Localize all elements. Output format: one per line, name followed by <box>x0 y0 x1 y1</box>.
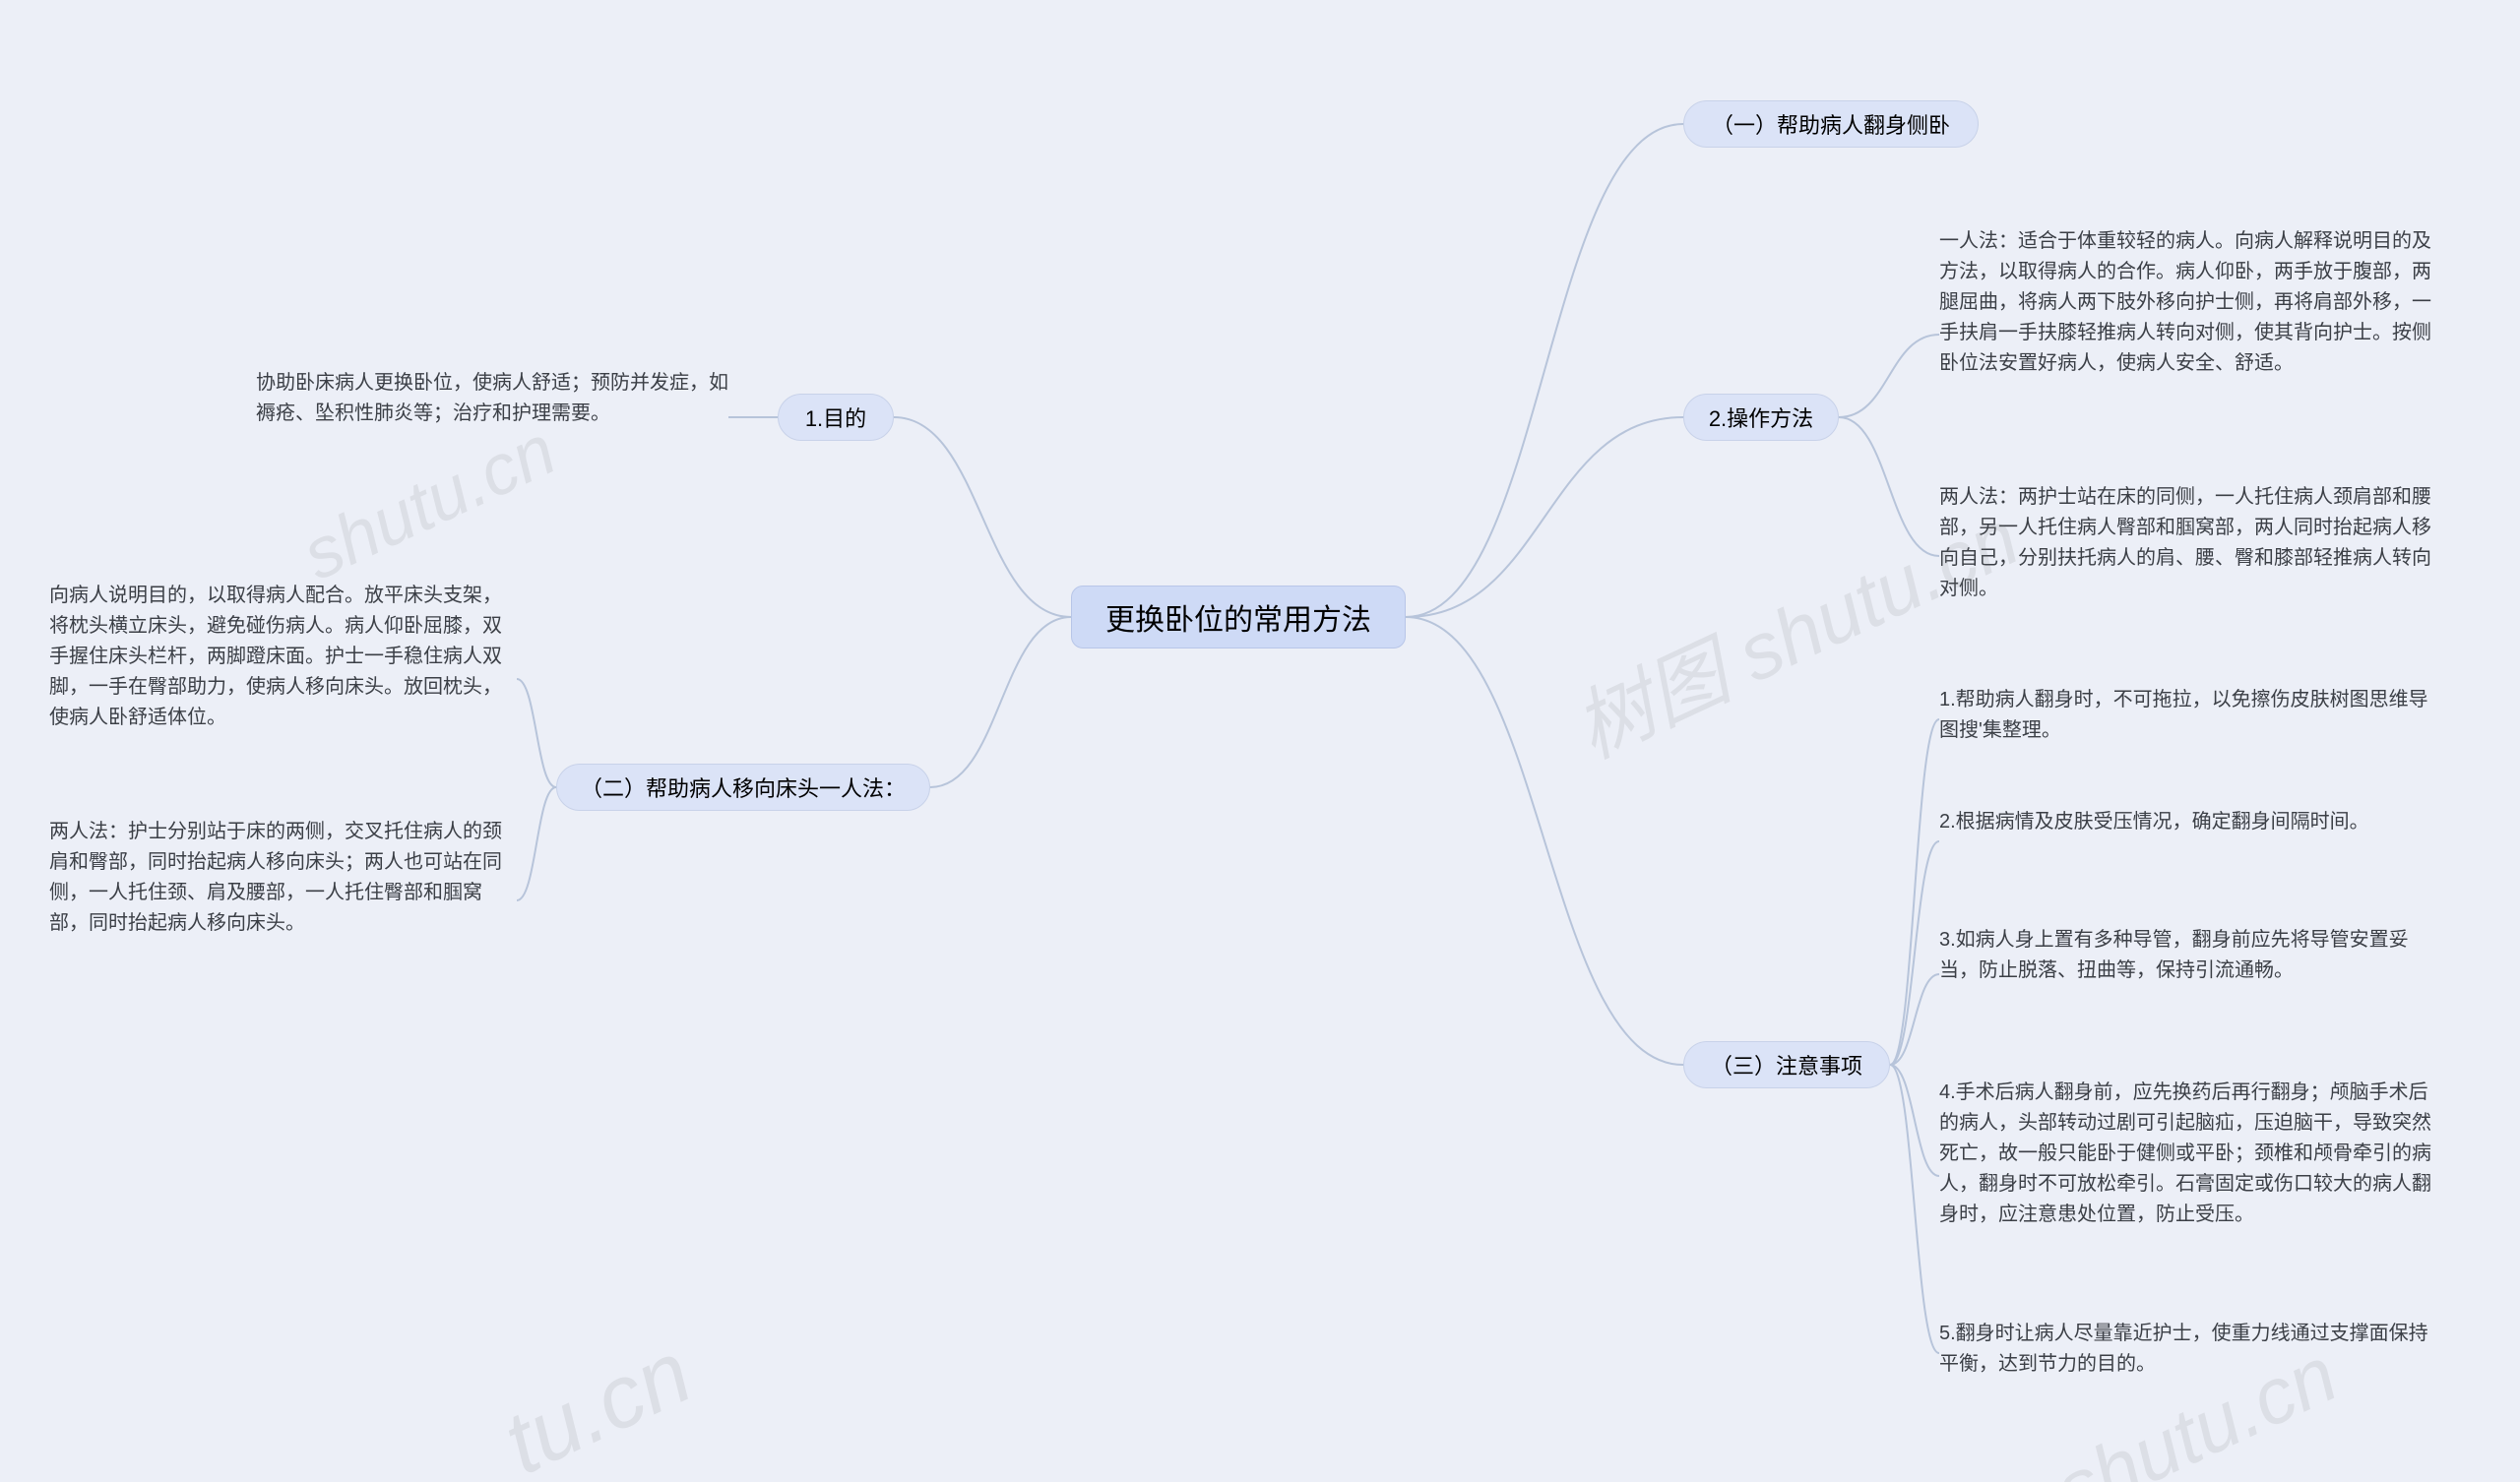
root-label: 更换卧位的常用方法 <box>1105 595 1371 639</box>
branch-label: 1.目的 <box>805 401 866 433</box>
leaf-node: 2.根据病情及皮肤受压情况，确定翻身间隔时间。 <box>1939 807 2431 876</box>
branch-label: 2.操作方法 <box>1709 401 1813 433</box>
leaf-text: 两人法：两护士站在床的同侧，一人托住病人颈肩部和腰部，另一人托住病人臀部和腘窝部… <box>1939 482 2431 604</box>
leaf-text: 向病人说明目的，以取得病人配合。放平床头支架，将枕头横立床头，避免碰伤病人。病人… <box>49 581 517 733</box>
branch-node: 2.操作方法 <box>1683 394 1839 441</box>
leaf-text: 4.手术后病人翻身前，应先换药后再行翻身；颅脑手术后的病人，头部转动过剧可引起脑… <box>1939 1078 2431 1230</box>
branch-label: （三）注意事项 <box>1711 1049 1862 1081</box>
leaf-text: 5.翻身时让病人尽量靠近护士，使重力线通过支撑面保持平衡，达到节力的目的。 <box>1939 1319 2431 1380</box>
branch-label: （二）帮助病人移向床头一人法： <box>581 772 906 803</box>
leaf-node: 1.帮助病人翻身时，不可拖拉，以免擦伤皮肤树图思维导图搜'集整理。 <box>1939 685 2431 754</box>
leaf-text: 3.如病人身上置有多种导管，翻身前应先将导管安置妥当，防止脱落、扭曲等，保持引流… <box>1939 925 2431 986</box>
branch-node: （一）帮助病人翻身侧卧 <box>1683 100 1979 148</box>
leaf-node: 向病人说明目的，以取得病人配合。放平床头支架，将枕头横立床头，避免碰伤病人。病人… <box>49 581 517 777</box>
root-node: 更换卧位的常用方法 <box>1071 586 1406 648</box>
branch-node: （三）注意事项 <box>1683 1041 1890 1088</box>
leaf-text: 一人法：适合于体重较轻的病人。向病人解释说明目的及方法，以取得病人的合作。病人仰… <box>1939 226 2431 379</box>
leaf-node: 4.手术后病人翻身前，应先换药后再行翻身；颅脑手术后的病人，头部转动过剧可引起脑… <box>1939 1078 2431 1274</box>
leaf-node: 协助卧床病人更换卧位，使病人舒适；预防并发症，如褥疮、坠积性肺炎等；治疗和护理需… <box>256 368 728 466</box>
branch-node: 1.目的 <box>778 394 894 441</box>
watermark: tu.cn <box>489 1323 706 1482</box>
leaf-node: 一人法：适合于体重较轻的病人。向病人解释说明目的及方法，以取得病人的合作。病人仰… <box>1939 226 2431 443</box>
branch-node: （二）帮助病人移向床头一人法： <box>556 764 930 811</box>
leaf-text: 两人法：护士分别站于床的两侧，交叉托住病人的颈肩和臀部，同时抬起病人移向床头；两… <box>49 817 517 939</box>
leaf-node: 两人法：护士分别站于床的两侧，交叉托住病人的颈肩和臀部，同时抬起病人移向床头；两… <box>49 817 517 984</box>
leaf-node: 两人法：两护士站在床的同侧，一人托住病人颈肩部和腰部，另一人托住病人臀部和腘窝部… <box>1939 482 2431 630</box>
leaf-text: 2.根据病情及皮肤受压情况，确定翻身间隔时间。 <box>1939 807 2369 837</box>
leaf-node: 5.翻身时让病人尽量靠近护士，使重力线通过支撑面保持平衡，达到节力的目的。 <box>1939 1319 2431 1388</box>
leaf-node: 3.如病人身上置有多种导管，翻身前应先将导管安置妥当，防止脱落、扭曲等，保持引流… <box>1939 925 2431 1023</box>
leaf-text: 1.帮助病人翻身时，不可拖拉，以免擦伤皮肤树图思维导图搜'集整理。 <box>1939 685 2431 746</box>
branch-label: （一）帮助病人翻身侧卧 <box>1712 108 1950 140</box>
leaf-text: 协助卧床病人更换卧位，使病人舒适；预防并发症，如褥疮、坠积性肺炎等；治疗和护理需… <box>256 368 728 429</box>
